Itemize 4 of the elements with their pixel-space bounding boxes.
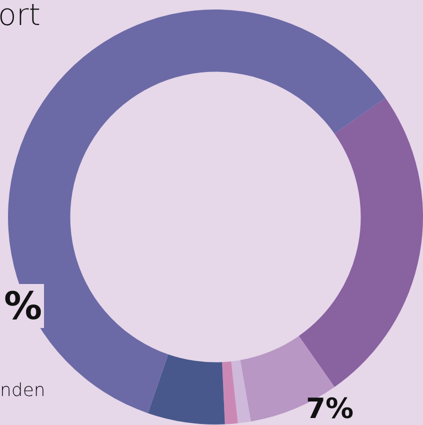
text: % <box>2 284 44 328</box>
text: nden <box>0 380 46 401</box>
text: 7% <box>306 392 354 425</box>
text: ort <box>0 0 40 33</box>
